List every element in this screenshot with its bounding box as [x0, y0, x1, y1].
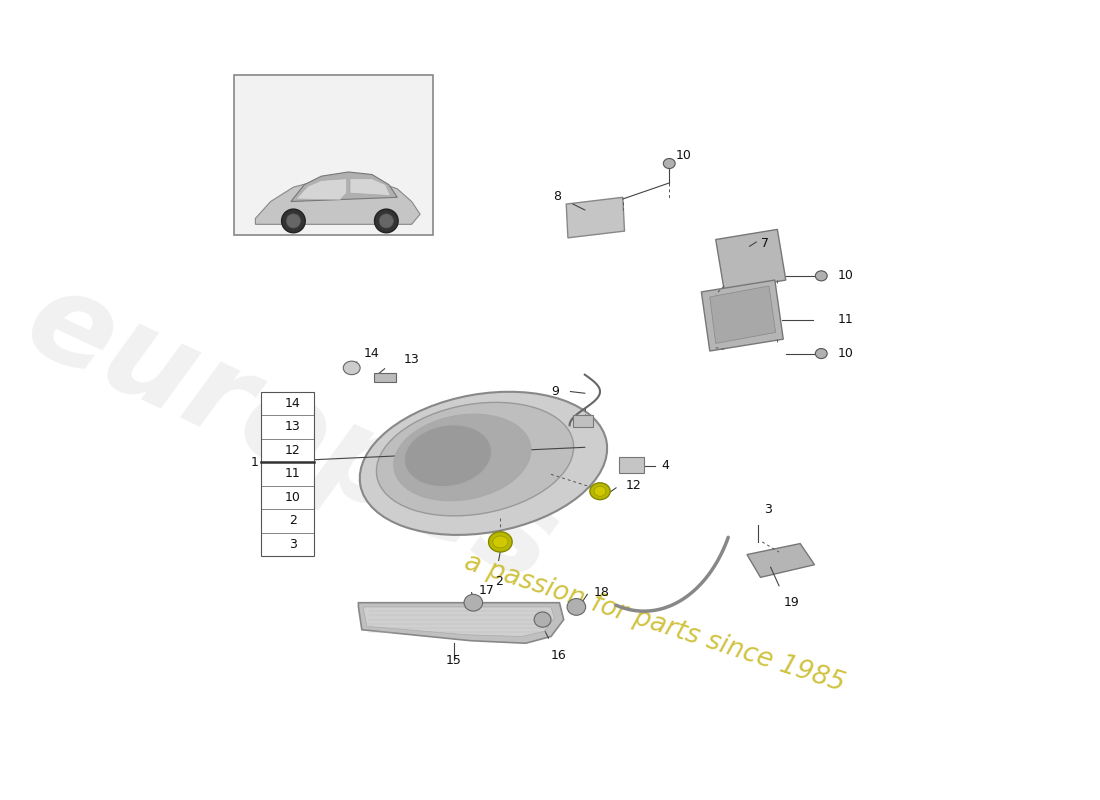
Bar [374, 373, 396, 382]
Text: 3: 3 [764, 503, 772, 516]
Polygon shape [710, 286, 776, 343]
Text: 16: 16 [551, 650, 566, 662]
Ellipse shape [488, 532, 513, 552]
Ellipse shape [464, 594, 483, 611]
Ellipse shape [376, 402, 573, 516]
Ellipse shape [815, 271, 827, 281]
Ellipse shape [493, 536, 508, 548]
Ellipse shape [568, 598, 585, 615]
Ellipse shape [374, 209, 398, 233]
Polygon shape [290, 172, 397, 202]
Text: 10: 10 [285, 491, 300, 504]
Text: 11: 11 [838, 314, 854, 326]
Polygon shape [363, 607, 554, 637]
Ellipse shape [535, 612, 551, 627]
Text: 19: 19 [784, 596, 800, 610]
Polygon shape [702, 280, 783, 351]
Text: 11: 11 [285, 467, 300, 481]
Text: 8: 8 [553, 190, 561, 203]
Ellipse shape [594, 486, 606, 496]
Text: 17: 17 [478, 583, 495, 597]
Text: 14: 14 [364, 347, 380, 360]
Text: 15: 15 [446, 654, 462, 666]
Text: 13: 13 [285, 420, 300, 434]
Ellipse shape [360, 392, 607, 535]
Ellipse shape [379, 214, 394, 228]
Ellipse shape [815, 349, 827, 358]
Polygon shape [255, 178, 420, 224]
Text: 2: 2 [495, 575, 503, 588]
Text: 10: 10 [675, 149, 692, 162]
Polygon shape [716, 230, 785, 290]
Ellipse shape [394, 414, 531, 501]
Ellipse shape [343, 361, 360, 374]
Ellipse shape [286, 214, 300, 228]
Polygon shape [350, 178, 390, 196]
Text: 10: 10 [838, 269, 854, 282]
Text: 3: 3 [289, 538, 297, 551]
Text: 12: 12 [285, 444, 300, 457]
Bar [262, 391, 314, 556]
Bar [234, 75, 432, 235]
Text: 13: 13 [404, 353, 419, 366]
Text: 12: 12 [626, 479, 641, 492]
Text: 10: 10 [838, 347, 854, 360]
Bar [618, 458, 644, 473]
Text: 7: 7 [761, 238, 769, 250]
Text: europes: europes [8, 258, 575, 609]
Ellipse shape [663, 158, 675, 169]
Text: 1: 1 [251, 456, 258, 469]
Text: 4: 4 [661, 459, 669, 472]
Text: 14: 14 [285, 397, 300, 410]
Polygon shape [296, 178, 346, 200]
Text: 18: 18 [594, 586, 609, 599]
Text: 9: 9 [551, 385, 559, 398]
Polygon shape [747, 543, 814, 578]
Ellipse shape [405, 425, 492, 486]
Ellipse shape [590, 482, 610, 500]
Bar [573, 415, 593, 427]
Text: a passion for parts since 1985: a passion for parts since 1985 [461, 549, 847, 697]
Ellipse shape [282, 209, 305, 233]
Text: 2: 2 [289, 514, 297, 527]
Polygon shape [359, 602, 563, 643]
Polygon shape [566, 198, 625, 238]
